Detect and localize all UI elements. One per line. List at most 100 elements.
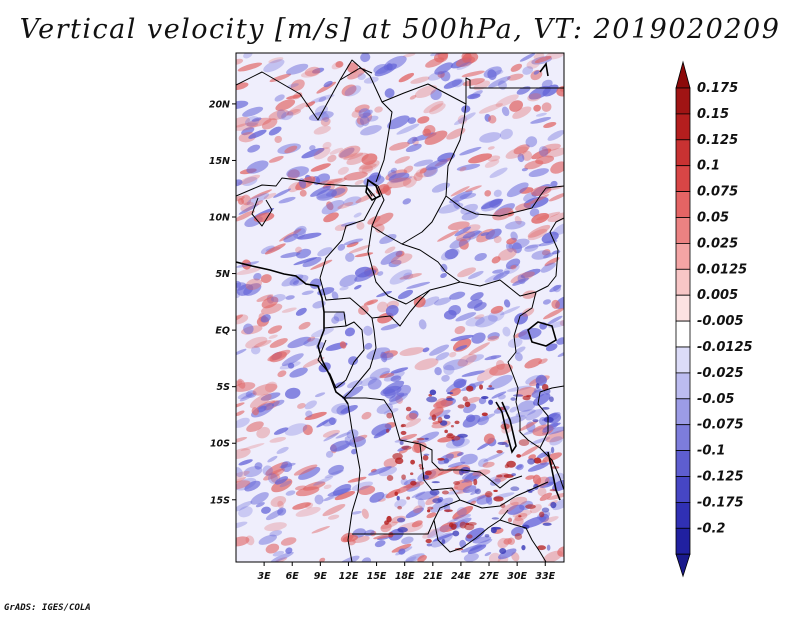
descent-cell [396, 123, 420, 135]
descent-cell [351, 510, 362, 515]
colorbar-label: 0.175 [697, 81, 738, 96]
ascent-cell [513, 144, 530, 155]
descent-cell [510, 231, 518, 241]
lat-tick-label: 10N [209, 213, 230, 224]
ascent-cell [465, 185, 482, 193]
descent-cell [343, 196, 362, 207]
border-tanzania [537, 385, 564, 449]
ascent-cell [236, 314, 243, 322]
descent-cell [405, 553, 425, 562]
ascent-cell [286, 94, 303, 100]
strong-descent-cell [426, 396, 438, 403]
descent-cell [242, 106, 264, 117]
ascent-cell [386, 177, 412, 189]
strong-descent-cell [528, 490, 533, 493]
strong-ascent-cell [507, 517, 513, 523]
ascent-cell [367, 215, 381, 225]
ascent-cell [484, 190, 492, 197]
ascent-cell [482, 461, 495, 468]
ascent-cell [335, 60, 344, 68]
ascent-cell [347, 68, 366, 80]
ascent-cell [495, 359, 505, 370]
descent-cell [364, 342, 373, 350]
ascent-cell [487, 155, 501, 162]
border-angola-namibia [352, 443, 461, 535]
descent-cell [328, 464, 344, 475]
lat-tick-label: 5S [217, 382, 231, 393]
strong-descent-cell [542, 522, 552, 526]
descent-cell [236, 500, 253, 512]
descent-cell [413, 159, 433, 167]
ascent-cell [302, 424, 313, 436]
ascent-cell [255, 200, 264, 206]
descent-cell [377, 271, 384, 276]
strong-ascent-cell [464, 523, 475, 531]
descent-cell [316, 419, 330, 428]
ascent-cell [245, 535, 255, 546]
descent-cell [405, 507, 424, 519]
lake-tanganyika [495, 401, 517, 454]
descent-cell [357, 73, 366, 80]
descent-cell [323, 80, 333, 88]
descent-cell [488, 76, 511, 88]
descent-cell [331, 291, 339, 300]
strong-descent-cell [422, 475, 429, 480]
descent-cell [237, 392, 253, 400]
lon-tick-label: 24E [451, 571, 471, 582]
strong-ascent-cell [493, 489, 498, 492]
ascent-cell [249, 393, 272, 409]
descent-cell [533, 387, 541, 393]
descent-cell [361, 557, 372, 562]
descent-cell [453, 514, 471, 521]
descent-cell [552, 498, 564, 511]
ascent-cell [524, 160, 544, 170]
country-borders [236, 59, 564, 562]
ascent-cell [361, 508, 369, 519]
descent-cell [484, 355, 502, 361]
descent-cell [369, 367, 391, 380]
ascent-cell [429, 103, 446, 115]
ascent-cell [290, 79, 305, 92]
descent-cell [362, 109, 373, 117]
ascent-cell [461, 53, 472, 60]
colorbar-bin [675, 476, 691, 503]
ascent-cell [498, 501, 519, 515]
strong-ascent-cell [394, 491, 398, 496]
ascent-cell [236, 410, 245, 417]
descent-cell [505, 220, 526, 230]
ascent-cell [334, 224, 348, 231]
colorbar-label: 0.025 [697, 236, 738, 251]
strong-ascent-cell [533, 457, 542, 464]
ascent-cell [398, 448, 408, 454]
colorbar-bin [675, 320, 691, 348]
ascent-cell [265, 543, 280, 554]
ascent-cell [398, 72, 415, 83]
descent-cell [520, 268, 541, 279]
border-drc-angola-zambia [344, 397, 523, 489]
ascent-cell [399, 347, 425, 356]
strong-ascent-cell [525, 504, 536, 509]
descent-cell [479, 132, 502, 143]
ascent-cell [264, 381, 278, 393]
colorbar-bin [675, 217, 691, 244]
descent-cell [260, 245, 275, 255]
colorbar-label: -0.2 [697, 521, 725, 536]
strong-ascent-cell [437, 457, 445, 461]
descent-cell [339, 147, 355, 158]
ascent-cell [483, 433, 495, 444]
colorbar-label: -0.05 [697, 392, 734, 407]
ascent-cell [521, 307, 535, 317]
strong-ascent-cell [549, 489, 557, 492]
ascent-cell [236, 210, 255, 222]
ascent-cell [417, 116, 430, 124]
ascent-cell [245, 278, 262, 291]
descent-cell [364, 529, 375, 537]
lon-tick-label: 30E [507, 571, 527, 582]
descent-cell [467, 299, 483, 309]
descent-cell [533, 393, 551, 406]
ascent-cell [489, 363, 513, 376]
ascent-cell [304, 411, 327, 421]
descent-cell [309, 145, 316, 151]
descent-cell [515, 409, 536, 417]
